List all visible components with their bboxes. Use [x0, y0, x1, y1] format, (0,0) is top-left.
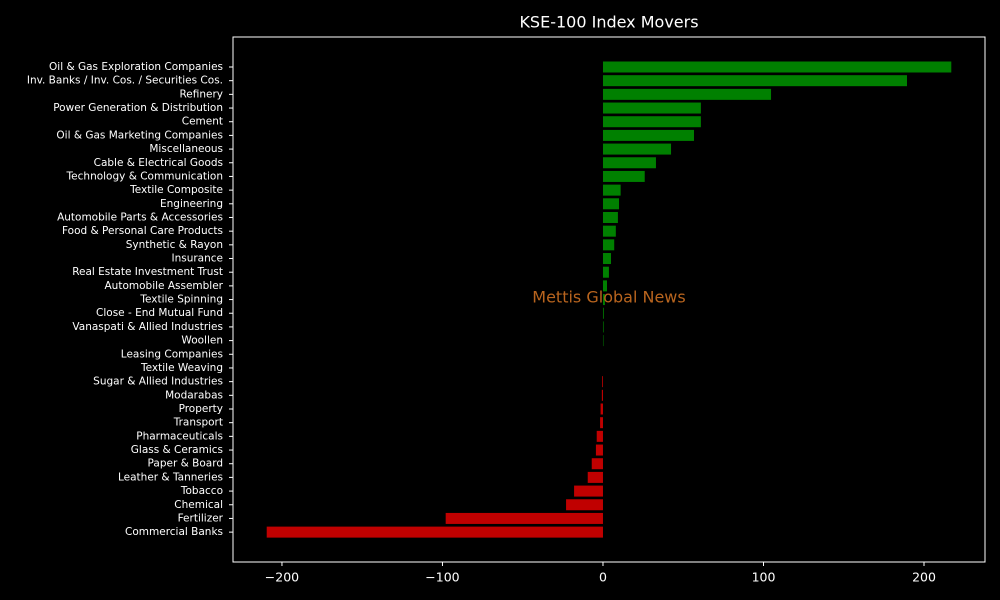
bar — [595, 444, 603, 456]
y-tick-label: Fertilizer — [178, 512, 224, 524]
bar — [602, 88, 772, 100]
bar — [602, 225, 616, 237]
y-tick-label: Chemical — [174, 499, 223, 511]
y-tick-label: Leasing Companies — [121, 348, 223, 360]
bar — [602, 239, 615, 251]
x-tick-label: −200 — [265, 570, 299, 585]
x-tick-label: 100 — [752, 570, 776, 585]
y-tick-label: Engineering — [160, 198, 223, 210]
y-tick-label: Real Estate Investment Trust — [72, 266, 223, 278]
y-tick-label: Property — [179, 403, 223, 415]
y-tick-label: Sugar & Allied Industries — [93, 376, 223, 388]
bar — [602, 321, 604, 333]
y-tick-label: Oil & Gas Exploration Companies — [49, 61, 223, 73]
y-tick-label: Cable & Electrical Goods — [94, 157, 223, 169]
bar — [602, 170, 645, 182]
bar — [602, 129, 694, 141]
y-tick-label: Commercial Banks — [125, 526, 223, 538]
y-tick-label: Tobacco — [180, 485, 223, 497]
bar — [602, 253, 612, 265]
bar — [602, 266, 609, 278]
y-tick-label: Transport — [173, 417, 223, 429]
bar — [566, 499, 603, 511]
y-tick-label: Cement — [182, 116, 223, 128]
y-tick-label: Oil & Gas Marketing Companies — [56, 129, 223, 141]
bar — [591, 458, 603, 470]
y-tick-label: Pharmaceuticals — [136, 430, 223, 442]
bar — [602, 116, 701, 128]
x-tick-label: −100 — [425, 570, 459, 585]
y-tick-label: Automobile Parts & Accessories — [57, 211, 223, 223]
bar — [445, 512, 603, 524]
bar — [602, 376, 603, 388]
bar — [602, 184, 621, 196]
y-tick-label: Close - End Mutual Fund — [96, 307, 223, 319]
bar — [602, 102, 701, 114]
y-tick-label: Modarabas — [165, 389, 223, 401]
bar — [602, 294, 605, 306]
bar — [602, 157, 656, 169]
y-tick-label: Woollen — [181, 335, 223, 347]
bar — [600, 403, 603, 415]
bar — [602, 198, 620, 210]
plot-frame — [232, 36, 986, 563]
y-tick-label: Automobile Assembler — [105, 280, 224, 292]
bar — [266, 526, 603, 538]
y-tick-label: Leather & Tanneries — [118, 471, 223, 483]
bar — [600, 417, 603, 429]
y-tick-label: Textile Spinning — [139, 294, 223, 306]
x-tick-label: 0 — [599, 570, 607, 585]
x-tick-label: 200 — [912, 570, 936, 585]
y-tick-label: Glass & Ceramics — [131, 444, 223, 456]
y-tick-label: Food & Personal Care Products — [62, 225, 223, 237]
y-tick-label: Textile Composite — [129, 184, 223, 196]
y-tick-label: Technology & Communication — [66, 170, 223, 182]
y-tick-label: Synthetic & Rayon — [126, 239, 223, 251]
y-tick-label: Inv. Banks / Inv. Cos. / Securities Cos. — [27, 75, 223, 87]
y-tick-label: Textile Weaving — [140, 362, 223, 374]
bar — [601, 389, 603, 401]
y-tick-label: Insurance — [171, 253, 223, 265]
bar — [602, 211, 618, 223]
bar — [602, 280, 607, 292]
bar — [587, 471, 603, 483]
y-tick-label: Paper & Board — [148, 458, 223, 470]
y-tick-label: Vanaspati & Allied Industries — [72, 321, 223, 333]
bar — [596, 430, 603, 442]
y-tick-label: Refinery — [179, 88, 223, 100]
bar — [602, 61, 952, 73]
bar — [602, 75, 907, 87]
y-tick-label: Power Generation & Distribution — [53, 102, 223, 114]
bar — [574, 485, 603, 497]
watermark: Mettis Global News — [532, 288, 685, 307]
y-tick-label: Miscellaneous — [149, 143, 223, 155]
chart-title: KSE-100 Index Movers — [519, 13, 698, 32]
bar — [602, 307, 604, 319]
bar — [602, 143, 672, 155]
